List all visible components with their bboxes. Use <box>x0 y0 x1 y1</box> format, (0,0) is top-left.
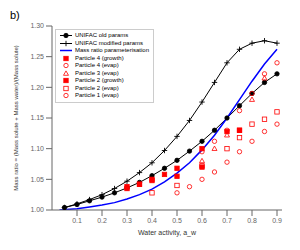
svg-text:0.8: 0.8 <box>247 217 257 224</box>
html-text:Particle 4 (evap): Particle 4 (evap) <box>75 62 119 68</box>
svg-text:1.25: 1.25 <box>30 53 44 60</box>
svg-text:1.10: 1.10 <box>30 145 44 152</box>
html-text:UNIFAC modified params: UNIFAC modified params <box>75 39 143 46</box>
svg-text:0.9: 0.9 <box>272 217 282 224</box>
html-text:UNIFAC old params: UNIFAC old params <box>75 32 129 38</box>
svg-text:0.7: 0.7 <box>222 217 232 224</box>
html-text:Particle 2 (growth): Particle 2 (growth) <box>75 77 124 83</box>
svg-text:1.20: 1.20 <box>30 84 44 91</box>
svg-text:0.4: 0.4 <box>147 217 157 224</box>
html-text:Mass ratio parameterisation: Mass ratio parameterisation <box>75 47 149 53</box>
html-text:b): b) <box>10 9 20 21</box>
html-text:Particle 1 (evap): Particle 1 (evap) <box>75 92 119 98</box>
html-text:Particle 2 (evap): Particle 2 (evap) <box>75 84 119 91</box>
svg-text:0.2: 0.2 <box>97 217 107 224</box>
svg-text:0.1: 0.1 <box>72 217 82 224</box>
svg-text:1.00: 1.00 <box>30 206 44 213</box>
svg-text:0.5: 0.5 <box>172 217 182 224</box>
svg-text:Mass ratio = (Mass solute + Ma: Mass ratio = (Mass solute + Mass water)/… <box>13 45 19 191</box>
svg-text:1.30: 1.30 <box>30 22 44 29</box>
svg-text:0.6: 0.6 <box>197 217 207 224</box>
svg-text:0.3: 0.3 <box>122 217 132 224</box>
svg-text:1.05: 1.05 <box>30 176 44 183</box>
html-text:Particle 4 (growth): Particle 4 (growth) <box>75 54 124 61</box>
svg-text:1.15: 1.15 <box>30 114 44 121</box>
html-text:Particle 3 (evap): Particle 3 (evap) <box>75 69 119 76</box>
svg-text:Water activity, a_w: Water activity, a_w <box>138 229 197 237</box>
